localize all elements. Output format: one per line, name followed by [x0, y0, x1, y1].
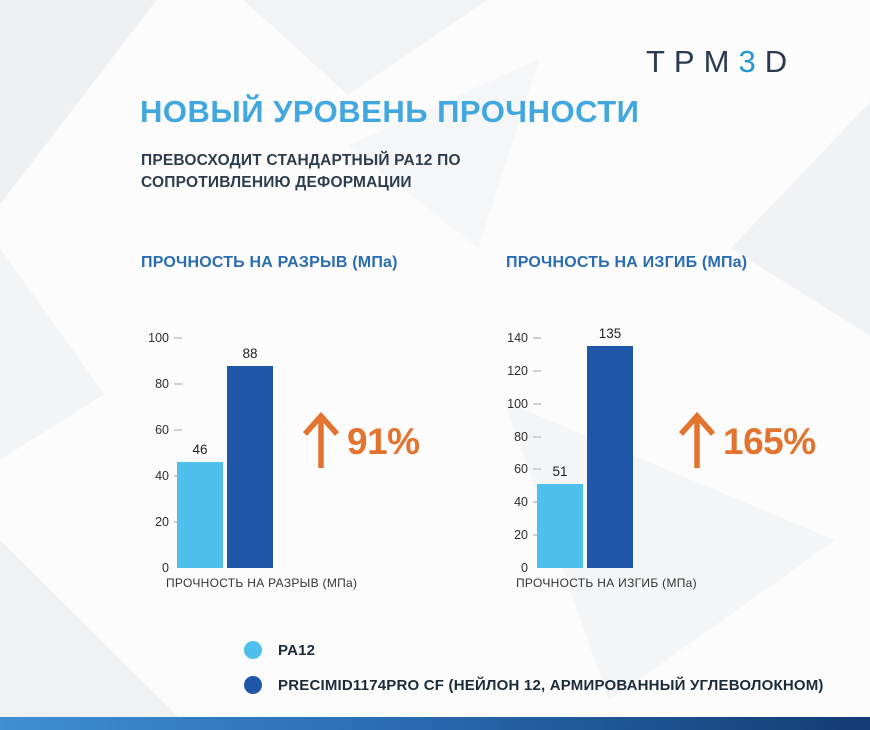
y-tick-label: 40 [514, 495, 528, 510]
bottom-accent-bar [0, 717, 870, 730]
y-tick-label: 60 [155, 423, 169, 437]
y-tick-label: 100 [148, 331, 169, 345]
logo-text-suffix: D [764, 44, 797, 79]
increase-percentage: 91% [347, 421, 420, 462]
bar-value-label: 135 [598, 326, 622, 342]
legend-label: PRECIMID1174PRO CF (НЕЙЛОН 12, АРМИРОВАН… [278, 676, 824, 694]
increase-percentage: 165% [723, 421, 816, 462]
bar-series-1 [587, 346, 633, 568]
y-tick-mark [533, 468, 541, 471]
y-tick-mark [533, 369, 541, 372]
y-tick-mark [174, 337, 182, 339]
y-tick-label: 20 [514, 528, 528, 543]
subtitle-line-1: ПРЕВОСХОДИТ СТАНДАРТНЫЙ PA12 ПО [141, 152, 461, 169]
up-arrow-icon [298, 406, 344, 472]
bar-series-0 [177, 462, 223, 568]
x-axis-label: ПРОЧНОСТЬ НА ИЗГИБ (МПа) [516, 576, 697, 590]
flexural-strength-chart: ПРОЧНОСТЬ НА ИЗГИБ (МПа) 0 20 40 60 80 100 120… [491, 325, 821, 625]
chart-title-tensile: ПРОЧНОСТЬ НА РАЗРЫВ (МПа) [141, 254, 398, 271]
page-title: НОВЫЙ УРОВЕНЬ ПРОЧНОСТИ [140, 94, 640, 129]
y-tick-mark [174, 429, 182, 431]
increase-annotation-tensile: 91% [298, 406, 420, 472]
legend-item-precimid: PRECIMID1174PRO CF (НЕЙЛОН 12, АРМИРОВАН… [244, 674, 824, 696]
y-tick-label: 0 [162, 561, 169, 575]
legend-dot-precimid [244, 676, 262, 694]
y-tick-label: 80 [514, 429, 528, 444]
y-tick-label: 20 [155, 515, 169, 529]
tpm3d-logo: TPM3D [646, 44, 796, 80]
y-tick-mark [533, 337, 541, 339]
tensile-strength-chart: ПРОЧНОСТЬ НА РАЗРЫВ (МПа) 0 20 40 60 80 100 46… [141, 325, 471, 625]
increase-annotation-flexural: 165% [674, 406, 816, 472]
y-tick-mark [174, 383, 182, 385]
y-tick-mark [533, 402, 541, 405]
y-tick-label: 140 [507, 331, 528, 345]
logo-digit: 3 [738, 44, 765, 79]
legend-dot-pa12 [244, 641, 262, 659]
y-tick-label: 0 [521, 561, 528, 575]
x-axis-label: ПРОЧНОСТЬ НА РАЗРЫВ (МПа) [166, 576, 358, 590]
chart-title-flexural: ПРОЧНОСТЬ НА ИЗГИБ (МПа) [506, 254, 748, 271]
legend-label: PA12 [278, 641, 316, 659]
bar-value-label: 88 [242, 345, 258, 361]
bar-series-0 [537, 484, 583, 568]
legend-item-pa12: PA12 [244, 639, 824, 661]
subtitle-line-2: СОПРОТИВЛЕНИЮ ДЕФОРМАЦИИ [141, 173, 412, 191]
bar-series-1 [227, 365, 273, 568]
logo-text-prefix: TPM [646, 44, 739, 79]
y-tick-label: 100 [507, 396, 528, 411]
chart-legend: PA12 PRECIMID1174PRO CF (НЕЙЛОН 12, АРМИ… [244, 639, 824, 709]
y-tick-label: 120 [507, 363, 528, 378]
y-tick-label: 60 [514, 462, 528, 477]
bar-value-label: 46 [192, 442, 208, 458]
y-tick-mark [533, 435, 541, 438]
up-arrow-icon [674, 406, 720, 472]
page-subtitle: ПРЕВОСХОДИТ СТАНДАРТНЫЙ PA12 ПО СОПРОТИВ… [141, 150, 461, 193]
y-tick-label: 40 [155, 469, 169, 483]
y-tick-label: 80 [155, 377, 169, 391]
bar-value-label: 51 [552, 464, 568, 480]
